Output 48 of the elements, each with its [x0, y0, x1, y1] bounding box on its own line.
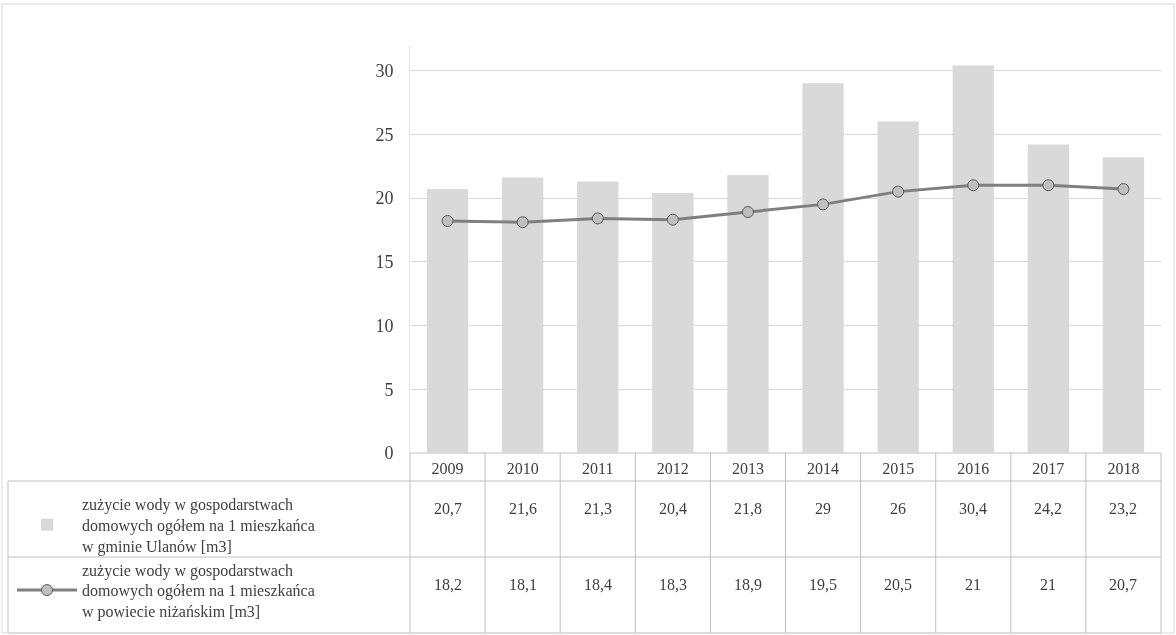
x-tick-label: 2011 [582, 460, 614, 477]
x-tick-label: 2013 [731, 460, 764, 477]
data-label: 21 [965, 576, 981, 593]
x-tick-label: 2017 [1032, 460, 1065, 477]
point [741, 206, 754, 219]
point [967, 179, 980, 192]
x-tick-label: 2016 [957, 460, 990, 477]
point [892, 185, 905, 198]
x-tick-label: 2009 [431, 460, 464, 477]
data-label: 21,6 [509, 500, 537, 517]
y-tick-label: 15 [375, 252, 394, 273]
data-label: 30,4 [959, 500, 987, 517]
data-label: 20,7 [1109, 576, 1137, 593]
data-label: 18,9 [734, 576, 762, 593]
point [1117, 183, 1130, 196]
data-label: 18,1 [509, 576, 537, 593]
data-label: 21,3 [584, 500, 612, 517]
y-tick-label: 0 [384, 443, 394, 464]
x-tick-label: 2010 [506, 460, 539, 477]
y-tick-label: 25 [375, 124, 394, 145]
data-label: 23,2 [1109, 500, 1137, 517]
data-label: 20,7 [434, 500, 462, 517]
data-label: 21,8 [734, 500, 762, 517]
y-tick-label: 20 [375, 188, 394, 209]
data-label: 18,4 [584, 576, 612, 593]
point [1042, 179, 1055, 192]
data-label: 26 [890, 500, 906, 517]
y-tick-label: 30 [375, 60, 394, 81]
data-label: 20,4 [659, 500, 687, 517]
x-tick-label: 2012 [656, 460, 689, 477]
data-label: 19,5 [809, 576, 837, 593]
y-tick-label: 5 [384, 379, 394, 400]
x-tick-label: 2015 [882, 460, 915, 477]
data-label: 29 [815, 500, 831, 517]
data-label: 18,2 [434, 576, 462, 593]
data-label: 24,2 [1034, 500, 1062, 517]
point [591, 212, 604, 225]
point [817, 198, 830, 211]
legend-label: zużycie wody w gospodarstwach domowych ogółem na 1 mieszkańca w powiecie niżańskim [m3] [82, 561, 315, 622]
x-tick-label: 2014 [807, 460, 840, 477]
data-label: 20,5 [884, 576, 912, 593]
y-tick-label: 10 [375, 315, 394, 336]
point [666, 213, 679, 226]
point [441, 214, 454, 227]
x-tick-label: 2018 [1107, 460, 1140, 477]
point [516, 216, 529, 229]
data-label: 18,3 [659, 576, 687, 593]
data-label: 21 [1040, 576, 1056, 593]
